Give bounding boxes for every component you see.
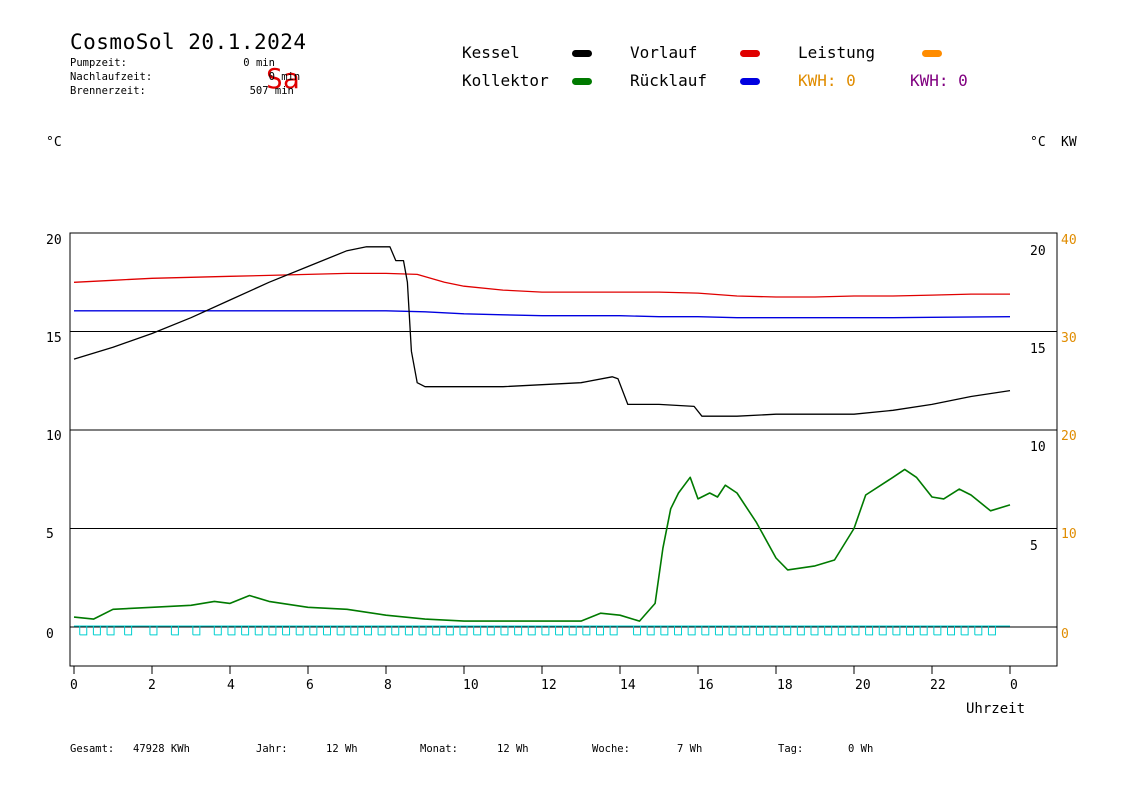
x-tick: 22 xyxy=(930,678,946,693)
footer-jahr-value: 12 Wh xyxy=(326,743,358,755)
x-tick: 12 xyxy=(541,678,557,693)
y-tick-kw: 40 xyxy=(1061,233,1077,248)
y-tick-kw: 30 xyxy=(1061,331,1077,346)
legend-leistung-swatch xyxy=(922,50,942,57)
x-tick: 14 xyxy=(620,678,636,693)
x-tick: 16 xyxy=(698,678,714,693)
y-tick-kw: 0 xyxy=(1061,627,1069,642)
stat-brennerzeit: Brennerzeit: 507 min xyxy=(70,85,294,97)
y-tick-kw: 10 xyxy=(1061,527,1077,542)
kwh-value-purple: KWH: 0 xyxy=(910,71,968,90)
footer-gesamt-value: 47928 KWh xyxy=(133,743,190,755)
x-tick: 4 xyxy=(227,678,235,693)
weekday-label: Sa xyxy=(266,62,300,95)
stat-label: Brennerzeit: xyxy=(70,85,146,97)
x-tick: 6 xyxy=(306,678,314,693)
stat-pumpzeit: Pumpzeit: 0 min xyxy=(70,57,275,69)
stat-value: 507 min xyxy=(249,85,294,97)
plot-frame xyxy=(69,232,1058,667)
stat-label: Pumpzeit: xyxy=(70,57,127,69)
pump-cycles xyxy=(74,625,1010,636)
x-tick: 0 xyxy=(70,678,78,693)
x-tick: 18 xyxy=(777,678,793,693)
legend-ruecklauf-label: Rücklauf xyxy=(630,71,708,90)
footer-tag-label: Tag: xyxy=(778,743,804,755)
unit-right-celsius: °C xyxy=(1030,135,1046,150)
y-tick-right: 15 xyxy=(1030,342,1046,357)
y-tick-left: 5 xyxy=(46,527,54,542)
series-line-ruecklauf xyxy=(74,310,1011,319)
y-tick-kw: 20 xyxy=(1061,429,1077,444)
series-line-kessel xyxy=(73,246,1011,417)
y-tick-left: 20 xyxy=(46,233,62,248)
stat-value: 0 min xyxy=(268,71,301,83)
footer-monat-value: 12 Wh xyxy=(497,743,529,755)
legend-kollektor-label: Kollektor xyxy=(462,71,549,90)
grid-lines xyxy=(70,331,1057,628)
footer-monat-label: Monat: xyxy=(420,743,458,755)
kwh-value-orange: KWH: 0 xyxy=(798,71,856,90)
legend-kessel-swatch xyxy=(572,50,592,57)
y-tick-left: 10 xyxy=(46,429,62,444)
x-tick: 10 xyxy=(463,678,479,693)
series-line-vorlauf xyxy=(73,272,1010,298)
footer-jahr-label: Jahr: xyxy=(256,743,288,755)
legend-kessel-label: Kessel xyxy=(462,43,520,62)
legend-vorlauf-swatch xyxy=(740,50,760,57)
legend-vorlauf-label: Vorlauf xyxy=(630,43,698,62)
unit-right-kw: KW xyxy=(1061,135,1077,150)
y-tick-left: 15 xyxy=(46,331,62,346)
x-axis-label: Uhrzeit xyxy=(966,701,1026,717)
y-tick-left: 0 xyxy=(46,627,54,642)
stat-nachlaufzeit: Nachlaufzeit: 0 min xyxy=(70,71,300,83)
series-lines xyxy=(73,246,1011,622)
y-tick-right: 5 xyxy=(1030,539,1038,554)
footer-woche-value: 7 Wh xyxy=(677,743,703,755)
legend-kollektor-swatch xyxy=(572,78,592,85)
footer-gesamt-label: Gesamt: xyxy=(70,743,115,755)
x-tick: 8 xyxy=(384,678,392,693)
x-tick: 0 xyxy=(1010,678,1018,693)
stat-label: Nachlaufzeit: xyxy=(70,71,153,83)
unit-left-celsius: °C xyxy=(46,135,62,150)
legend-ruecklauf-swatch xyxy=(740,78,760,85)
legend-leistung-label: Leistung xyxy=(798,43,876,62)
x-tick: 2 xyxy=(148,678,156,693)
x-tick: 20 xyxy=(855,678,871,693)
axis-ticks xyxy=(73,666,1011,674)
stat-value: 0 min xyxy=(243,57,275,69)
y-tick-right: 10 xyxy=(1030,440,1046,455)
chart-title: CosmoSol 20.1.2024 xyxy=(70,30,307,54)
footer-tag-value: 0 Wh xyxy=(848,743,874,755)
series-line-kollektor xyxy=(73,468,1011,622)
footer-woche-label: Woche: xyxy=(592,743,630,755)
y-tick-right: 20 xyxy=(1030,244,1046,259)
